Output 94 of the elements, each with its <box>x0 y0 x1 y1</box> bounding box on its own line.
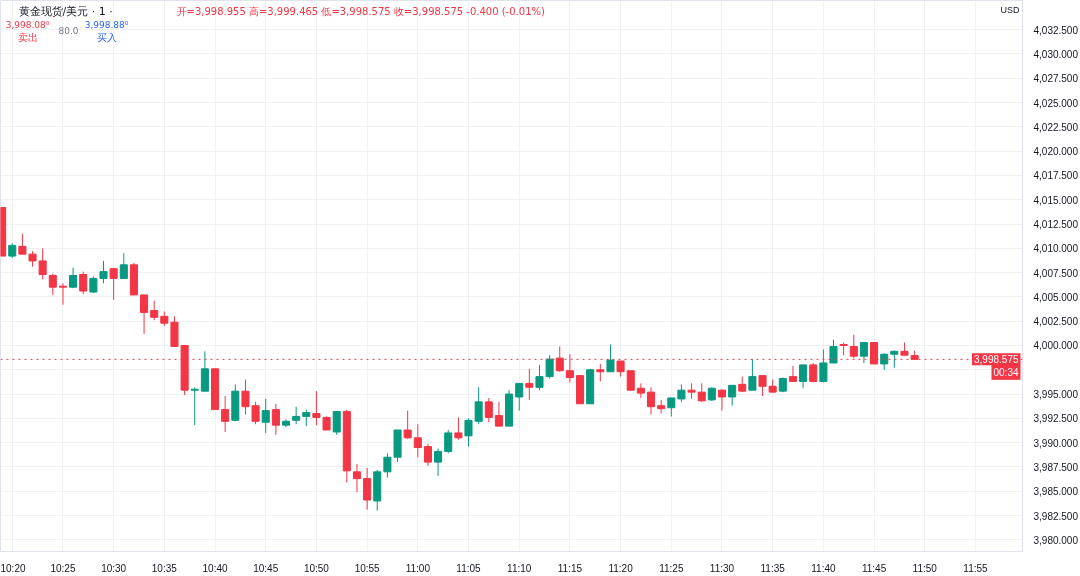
candlestick <box>18 233 27 255</box>
x-tick-label: 11:55 <box>963 562 989 574</box>
candlestick <box>261 398 270 434</box>
x-tick-label: 10:40 <box>202 562 229 574</box>
y-tick-label: 4,015.000 <box>1033 194 1079 206</box>
candlestick <box>606 344 615 373</box>
y-tick-label: 3,995.000 <box>1033 389 1079 401</box>
candlestick <box>626 370 635 391</box>
x-tick-label: 11:30 <box>709 562 735 574</box>
candlestick <box>383 452 392 479</box>
candlestick <box>221 395 230 433</box>
candlestick <box>444 429 453 454</box>
candlestick <box>403 410 412 440</box>
candlestick <box>312 390 321 426</box>
candlestick <box>636 382 645 399</box>
candlestick <box>190 386 199 426</box>
candlestick <box>799 364 808 389</box>
x-tick-label: 10:50 <box>303 562 330 574</box>
x-tick-label: 11:05 <box>456 562 482 574</box>
candlestick <box>515 382 524 412</box>
annotation: 卖出 <box>17 31 38 43</box>
annotation: 3,998.88⁰ <box>84 19 129 30</box>
annotation: 3,998.08⁰ <box>5 19 50 30</box>
candlestick <box>332 411 341 436</box>
y-tick-label: 4,005.000 <box>1033 291 1079 303</box>
y-tick-label: 3,990.000 <box>1033 437 1079 449</box>
annotation: 00:34 <box>993 366 1019 378</box>
x-tick-label: 10:45 <box>253 562 279 574</box>
x-tick-label: 11:45 <box>861 562 887 574</box>
candlestick <box>494 401 503 427</box>
candlestick <box>525 368 534 401</box>
y-tick-label: 4,017.500 <box>1033 170 1079 182</box>
candlestick <box>48 273 57 296</box>
annotation: 80.0 <box>58 25 79 36</box>
text: 开=3,998.955 高=3,999.465 低=3,998.575 收=3,998.575 -0.400 (-0.01%) <box>176 5 545 17</box>
candlestick <box>819 348 828 383</box>
y-tick-label: 4,032.500 <box>1033 24 1079 36</box>
y-tick-label: 4,010.000 <box>1033 243 1079 255</box>
y-tick-label: 4,027.500 <box>1033 73 1079 85</box>
candlestick <box>119 252 128 279</box>
candlestick <box>109 267 118 301</box>
x-tick-label: 11:00 <box>405 562 431 574</box>
candlestick <box>150 300 159 321</box>
candlestick <box>434 447 443 477</box>
y-axis-title: USD <box>1000 4 1020 15</box>
candlestick <box>200 350 209 392</box>
x-tick-label: 10:25 <box>50 562 76 574</box>
x-tick-label: 10:30 <box>101 562 127 574</box>
y-tick-label: 4,012.500 <box>1033 219 1079 231</box>
x-tick-label: 11:40 <box>811 562 836 574</box>
candlestick <box>454 416 463 441</box>
x-tick-label: 10:55 <box>354 562 381 574</box>
y-tick-label: 3,982.500 <box>1033 510 1079 522</box>
x-tick-label: 11:25 <box>659 562 684 574</box>
candlestick <box>271 403 280 436</box>
y-tick-label: 4,020.000 <box>1033 146 1079 158</box>
y-tick-label: 4,007.500 <box>1033 267 1079 279</box>
candlestick <box>38 247 47 280</box>
candlestick <box>859 342 868 364</box>
y-tick-label: 4,025.000 <box>1033 97 1079 109</box>
chart-title: 黄金现货/美元 · 1 · <box>18 4 113 18</box>
y-tick-label: 4,000.000 <box>1033 340 1079 352</box>
candlestick <box>413 423 422 458</box>
x-tick-label: 11:50 <box>912 562 938 574</box>
candlestick <box>352 463 362 493</box>
y-tick-label: 4,030.000 <box>1033 48 1079 60</box>
x-tick-label: 11:15 <box>557 562 583 574</box>
candlestick <box>363 467 372 511</box>
ref-line-label: 3,998.575 <box>974 354 1019 366</box>
x-tick-label: 11:35 <box>760 562 786 574</box>
y-tick-label: 3,980.000 <box>1033 534 1079 546</box>
candlestick <box>788 365 798 382</box>
candlestick <box>423 443 433 467</box>
x-tick-label: 10:35 <box>151 562 178 574</box>
candlestick <box>697 382 706 403</box>
candlestick <box>728 384 737 407</box>
y-tick-label: 3,985.000 <box>1033 486 1079 498</box>
candlestick <box>646 386 656 415</box>
candlestick <box>829 339 838 364</box>
x-tick-label: 11:20 <box>608 562 634 574</box>
annotation: 买入 <box>96 31 117 43</box>
candlestick <box>79 271 88 295</box>
candlestick <box>58 282 68 306</box>
x-tick-label: 10:20 <box>0 562 26 574</box>
candlestick <box>717 388 727 412</box>
candlestick <box>748 358 757 391</box>
candlestick <box>667 397 676 417</box>
y-tick-label: 3,992.500 <box>1033 413 1079 425</box>
y-tick-label: 4,002.500 <box>1033 316 1079 328</box>
candlestick <box>484 397 493 423</box>
y-tick-label: 4,022.500 <box>1033 121 1079 133</box>
y-tick-label: 3,987.500 <box>1033 461 1079 473</box>
candlestick <box>140 294 149 335</box>
x-tick-label: 11:10 <box>507 562 532 574</box>
